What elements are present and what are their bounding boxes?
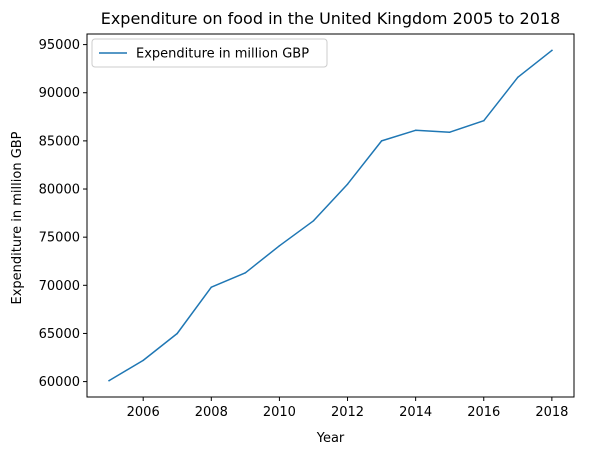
- y-tick-label: 75000: [39, 231, 80, 246]
- plot-frame: [86, 33, 575, 398]
- data-point: [414, 129, 417, 132]
- y-tick-label: 85000: [39, 134, 80, 149]
- data-point: [448, 131, 451, 133]
- data-point: [210, 286, 213, 288]
- data-point: [380, 140, 383, 142]
- data-point: [278, 245, 281, 247]
- x-tick-label: 2006: [127, 405, 160, 420]
- y-axis-label: Expenditure in million GBP: [10, 131, 25, 304]
- x-axis-label: Year: [316, 431, 345, 446]
- y-tick-label: 70000: [39, 279, 80, 294]
- legend-label: Expenditure in million GBP: [136, 47, 309, 62]
- data-point: [176, 332, 178, 335]
- y-tick-label: 90000: [39, 86, 80, 101]
- y-tick-label: 60000: [39, 375, 80, 390]
- legend: Expenditure in million GBP: [91, 38, 328, 68]
- x-tick-label: 2014: [399, 405, 432, 420]
- legend-box: [91, 38, 328, 68]
- x-tick-label: 2016: [467, 405, 500, 420]
- y-tick-label: 95000: [39, 38, 80, 53]
- x-axis-ticks: 2006 2008 2010 2012 2014 2016 2018: [127, 397, 568, 420]
- x-tick-label: 2012: [331, 405, 364, 420]
- series-layer: [108, 49, 553, 382]
- data-point: [483, 119, 485, 122]
- plot-area: [86, 33, 575, 398]
- data-point: [551, 49, 553, 52]
- x-tick-label: 2018: [535, 405, 568, 420]
- data-point: [346, 183, 349, 185]
- y-tick-label: 65000: [39, 327, 80, 342]
- data-point: [244, 272, 247, 274]
- series-line: [108, 49, 553, 382]
- data-point: [142, 359, 144, 362]
- data-point: [312, 220, 315, 222]
- x-tick-label: 2010: [263, 405, 296, 420]
- x-tick-label: 2008: [195, 405, 228, 420]
- data-point: [108, 379, 110, 382]
- y-axis-ticks: 60000 65000 70000 75000 80000 85000 90000 95000: [39, 38, 87, 390]
- data-point: [517, 76, 519, 79]
- chart-title: Expenditure on food in the United Kingdo…: [101, 9, 561, 28]
- y-tick-label: 80000: [39, 183, 80, 198]
